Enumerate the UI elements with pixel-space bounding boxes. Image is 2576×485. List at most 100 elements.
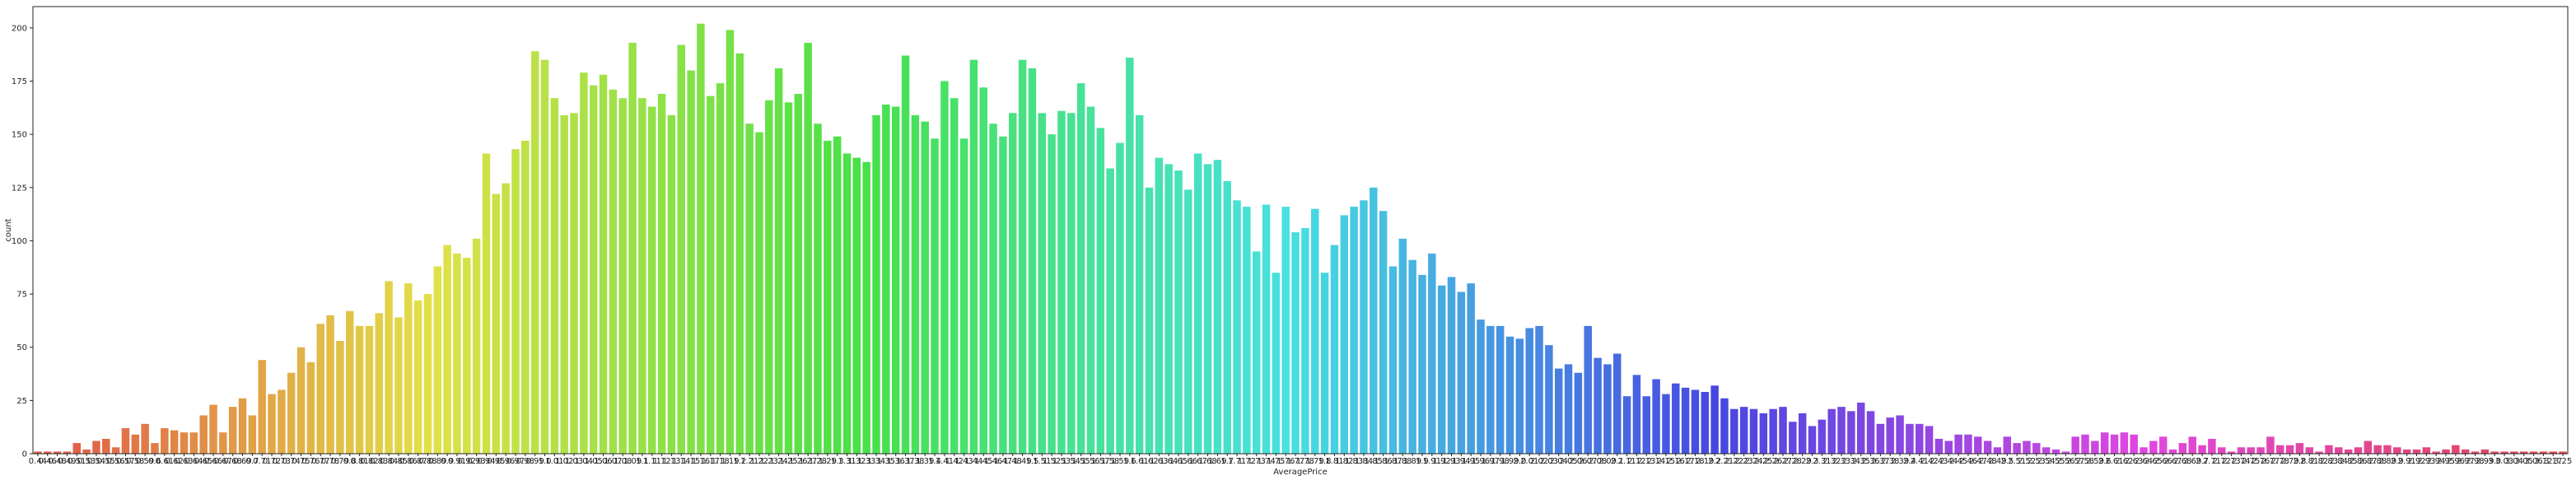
bar: [1057, 110, 1066, 454]
x-tick-label: 1.45: [974, 457, 992, 466]
x-tick-label: 1.28: [809, 457, 827, 466]
x-tick-label: 0.89: [428, 457, 446, 466]
bar: [258, 360, 266, 454]
x-tick-label: 2.9: [2391, 457, 2404, 466]
bar: [1652, 379, 1660, 454]
x-tick-label: 2.92: [2407, 457, 2425, 466]
bar: [1739, 407, 1748, 454]
bar: [2412, 449, 2421, 454]
bar: [842, 153, 852, 454]
bar: [2168, 449, 2177, 454]
bar: [2364, 441, 2373, 454]
bar: [2003, 436, 2012, 454]
bar: [1916, 423, 1924, 454]
bar: [1243, 207, 1251, 454]
x-tick-label: 1.21: [740, 457, 758, 466]
bar: [2178, 443, 2187, 454]
bar: [2344, 449, 2353, 454]
x-tick-label: 3.05: [2515, 457, 2533, 466]
bar: [1076, 83, 1085, 454]
bar: [999, 136, 1007, 455]
x-tick-label: 2.69: [2183, 457, 2201, 466]
bar: [413, 300, 422, 454]
bar: [1126, 58, 1134, 454]
bar: [219, 432, 227, 454]
bar: [2061, 451, 2070, 454]
x-tick-label: 2.62: [2115, 457, 2133, 466]
bar: [755, 132, 763, 454]
bar: [1477, 319, 1485, 454]
bar: [1360, 200, 1368, 455]
x-tick-label: 2.72: [2213, 457, 2231, 466]
x-tick-label: 2.08: [1589, 457, 1607, 466]
x-tick-label: 1.24: [770, 457, 788, 466]
x-tick-label: 1.17: [702, 457, 720, 466]
bar: [2013, 443, 2021, 454]
bar: [1408, 259, 1416, 454]
bar: [423, 294, 432, 454]
x-tick-label: 2.64: [2135, 457, 2153, 466]
x-tick-label: 0.9: [441, 457, 454, 466]
bar: [1457, 291, 1466, 454]
bar: [2091, 441, 2099, 454]
bar: [1672, 383, 1680, 454]
x-tick-label: 2.31: [1813, 457, 1831, 466]
x-tick-label: 1.53: [1052, 457, 1071, 466]
x-tick-label: 0.65: [194, 457, 212, 466]
bar: [1818, 419, 1827, 454]
x-tick-label: 1.11: [643, 457, 661, 466]
bar: [1252, 251, 1261, 454]
y-tick-label: 175: [12, 77, 27, 86]
bar: [824, 140, 832, 454]
x-tick-label: 2.66: [2154, 457, 2172, 466]
bar: [1388, 266, 1398, 454]
x-tick-label: 1.63: [1150, 457, 1168, 466]
x-tick-label: 2.51: [2008, 457, 2026, 466]
bar: [296, 347, 306, 454]
bar: [482, 153, 491, 454]
bar: [2500, 451, 2508, 454]
x-tick-label: 1.71: [1228, 457, 1246, 466]
x-tick-label: 0.66: [204, 457, 222, 466]
bar: [1467, 283, 1475, 454]
bar: [1291, 232, 1300, 454]
bar: [716, 83, 725, 454]
x-tick-label: 0.59: [136, 457, 154, 466]
x-tick-label: 1.67: [1189, 457, 1207, 466]
x-tick-label: 1.3: [831, 457, 844, 466]
bar: [697, 23, 705, 454]
bar: [268, 394, 276, 454]
x-tick-label: 2.34: [1842, 457, 1860, 466]
x-tick-label: 2.87: [2359, 457, 2377, 466]
x-tick-label: 0.57: [116, 457, 134, 466]
bar: [1535, 325, 1543, 454]
x-tick-label: 1.92: [1433, 457, 1451, 466]
x-tick-label: 2.01: [1520, 457, 1538, 466]
x-tick-label: 0.77: [311, 457, 329, 466]
bar: [385, 281, 393, 454]
bar: [2042, 447, 2051, 454]
x-tick-label: 1.68: [1198, 457, 1216, 466]
bar: [365, 325, 374, 454]
x-tick-label: 0.73: [273, 457, 291, 466]
bar: [346, 310, 354, 454]
bar: [677, 44, 685, 454]
bar: [2130, 434, 2138, 454]
bar: [1281, 207, 1290, 454]
x-tick-label: 1.93: [1442, 457, 1460, 466]
bar: [1554, 368, 1563, 454]
bar: [589, 85, 598, 455]
x-tick-label: 1.98: [1491, 457, 1510, 466]
x-tick-label: 1.22: [750, 457, 768, 466]
x-tick-label: 1.58: [1101, 457, 1119, 466]
bar: [784, 102, 793, 455]
x-tick-label: 1.54: [1062, 457, 1080, 466]
bar: [1106, 168, 1114, 454]
bar: [2218, 447, 2226, 454]
bar: [1866, 411, 1875, 454]
x-tick-label: 0.58: [126, 457, 144, 466]
bar: [609, 89, 618, 454]
x-tick-label: 0.76: [301, 457, 320, 466]
x-tick-label: 3.0: [2488, 457, 2501, 466]
x-tick-label: 0.8: [343, 457, 357, 466]
